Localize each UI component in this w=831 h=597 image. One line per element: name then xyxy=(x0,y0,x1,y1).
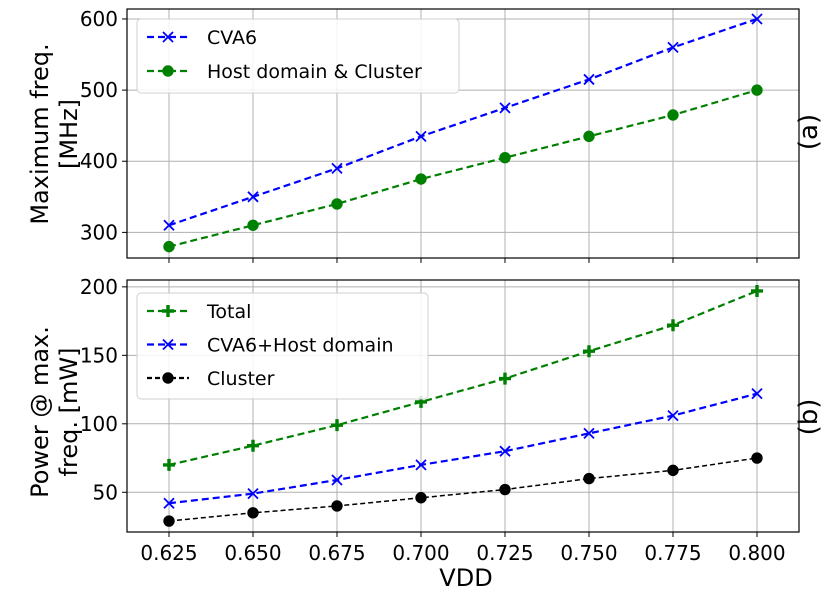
data-point xyxy=(499,372,511,385)
series-cva6 xyxy=(163,13,763,231)
data-point xyxy=(331,500,343,512)
panel-b: 50 100 150 200 0.625 0.650 0.675 0.700 0.725 0.75… xyxy=(26,275,824,592)
y-tick-label: 300 xyxy=(80,220,118,244)
data-point xyxy=(331,474,343,486)
data-point xyxy=(667,319,679,332)
data-point xyxy=(415,130,427,142)
data-point xyxy=(163,515,175,527)
series-host-domain-cluster xyxy=(163,84,763,253)
y-tick-label: 100 xyxy=(80,412,118,436)
y-tick-label: 500 xyxy=(80,78,118,102)
data-point xyxy=(247,507,259,519)
data-point xyxy=(583,472,595,485)
legend-marker xyxy=(162,31,174,43)
series-line xyxy=(168,17,758,227)
data-point xyxy=(331,162,343,174)
panel-tag: (b) xyxy=(794,399,824,436)
x-axis-label: VDD xyxy=(439,564,492,592)
legend: Total CVA6+Host domain Cluster xyxy=(136,292,429,400)
data-point xyxy=(331,419,343,432)
y-tick-label: 400 xyxy=(80,149,118,173)
data-point xyxy=(583,130,595,143)
legend-label: Cluster xyxy=(207,368,275,390)
data-point xyxy=(247,191,259,203)
legend-marker xyxy=(162,65,174,77)
x-tick-label: 0.775 xyxy=(644,541,701,565)
data-point xyxy=(667,409,679,422)
x-tick-label: 0.800 xyxy=(728,541,785,565)
x-tick-label: 0.700 xyxy=(392,541,449,565)
data-point xyxy=(163,458,175,471)
series-line xyxy=(168,392,758,505)
legend-box xyxy=(136,292,429,400)
data-point xyxy=(751,84,763,96)
x-tick-label: 0.625 xyxy=(140,541,197,565)
data-point xyxy=(163,497,175,509)
data-point xyxy=(667,41,679,54)
data-point xyxy=(499,151,511,164)
data-point xyxy=(583,345,595,358)
data-point xyxy=(667,109,679,121)
data-point xyxy=(247,439,259,452)
data-point xyxy=(163,240,175,253)
data-point xyxy=(163,219,175,231)
series-line xyxy=(168,289,758,466)
y-tick-label: 200 xyxy=(80,275,118,299)
x-tick-label: 0.725 xyxy=(476,541,533,565)
plot-frame xyxy=(126,279,800,533)
data-point xyxy=(415,492,427,504)
data-point xyxy=(751,452,763,464)
legend-label: Total xyxy=(206,301,251,323)
x-tick-label: 0.650 xyxy=(224,541,281,565)
y-tick-label: 50 xyxy=(93,480,118,504)
x-tick-label: 0.675 xyxy=(308,541,365,565)
y-tick-label: 600 xyxy=(80,7,118,31)
data-point xyxy=(415,459,427,471)
series-cva6-host-domain xyxy=(163,388,763,509)
data-point xyxy=(247,488,259,500)
data-point xyxy=(751,388,763,400)
data-point xyxy=(667,464,679,477)
legend-marker xyxy=(162,372,174,384)
y-axis-label: Maximum freq.[MHz] xyxy=(26,43,83,224)
legend-label: CVA6 xyxy=(207,27,257,49)
panel-a: 300 400 500 600 CVA6 Host domain & Cluster Max… xyxy=(26,7,824,263)
x-tick-label: 0.750 xyxy=(560,541,617,565)
data-point xyxy=(415,173,427,185)
series-total xyxy=(163,284,763,471)
series-line xyxy=(168,457,758,522)
data-point xyxy=(247,219,259,231)
data-point xyxy=(751,13,763,25)
legend-label: Host domain & Cluster xyxy=(207,61,422,83)
legend: CVA6 Host domain & Cluster xyxy=(136,18,460,94)
legend-marker xyxy=(162,338,174,351)
series-line xyxy=(168,89,758,248)
legend-marker xyxy=(162,305,174,317)
legend-box xyxy=(136,18,460,94)
data-point xyxy=(331,198,343,210)
panel-tag: (a) xyxy=(794,114,824,150)
data-point xyxy=(499,483,511,496)
y-tick-label: 150 xyxy=(80,343,118,367)
series-cluster xyxy=(163,452,763,527)
data-point xyxy=(499,445,511,457)
data-point xyxy=(583,73,595,86)
plot-frame xyxy=(126,8,800,259)
y-axis-label: Power @ max.freq. [mW] xyxy=(26,326,83,498)
legend-label: CVA6+Host domain xyxy=(207,335,394,357)
data-point xyxy=(499,102,511,114)
data-point xyxy=(583,427,595,440)
data-point xyxy=(751,284,763,297)
